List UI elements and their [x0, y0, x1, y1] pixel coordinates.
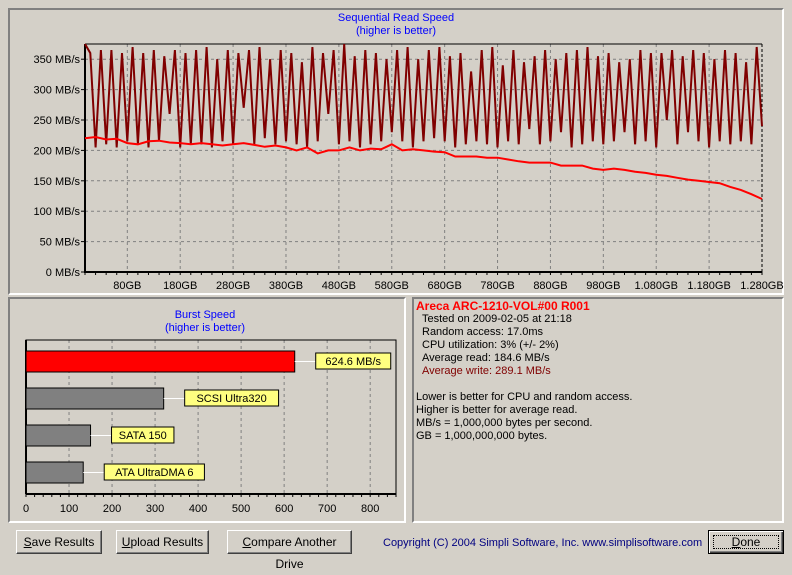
read-x-tick: 180GB: [163, 280, 197, 292]
random-access: Random access: 17.0ms: [422, 326, 544, 338]
burst-bar: [25, 461, 84, 484]
burst-chart-title-text: Burst Speed: [174, 309, 236, 321]
burst-speed-panel: [8, 297, 406, 523]
read-y-tick: 250 MB/s: [34, 115, 81, 127]
read-x-tick: 980GB: [586, 280, 620, 292]
compare-another-drive-button[interactable]: Compare Another Drive: [227, 530, 352, 571]
read-x-tick: 780GB: [480, 280, 514, 292]
upload-label: pload Results: [130, 535, 204, 549]
read-x-tick: 280GB: [216, 280, 250, 292]
average-write: Average write: 289.1 MB/s: [422, 365, 551, 377]
focus-rect: [713, 535, 779, 549]
burst-data-label-box: [184, 389, 280, 407]
read-y-tick: 50 MB/s: [40, 237, 81, 249]
save-label: ave Results: [31, 535, 95, 549]
read-x-tick: 580GB: [375, 280, 409, 292]
burst-data-label-box: [315, 352, 392, 370]
read-y-tick: 100 MB/s: [34, 206, 81, 218]
burst-x-tick: 700: [318, 503, 336, 515]
burst-data-label-box: [103, 463, 205, 481]
compare-label: ompare Another Drive: [251, 535, 337, 571]
read-chart-title-text: Sequential Read Speed: [337, 12, 455, 24]
read-y-tick: 150 MB/s: [34, 176, 81, 188]
cpu-utilization: CPU utilization: 3% (+/- 2%): [422, 339, 559, 351]
read-x-tick: 1.180GB: [687, 280, 730, 292]
burst-x-tick: 200: [103, 503, 121, 515]
burst-x-tick: 0: [23, 503, 29, 515]
copyright-text: Copyright (C) 2004 Simpli Software, Inc.…: [383, 537, 703, 549]
done-button[interactable]: Done: [708, 530, 784, 554]
upload-results-button[interactable]: Upload Results: [116, 530, 209, 554]
burst-data-label-box: [111, 426, 175, 444]
sequential-read-chart: 80GB 180GB 280GB 380GB 480GB 580GB 680GB 780GB 8…: [34, 43, 784, 292]
note-lower-better: Lower is better for CPU and random acces…: [416, 391, 633, 403]
save-results-button[interactable]: Save Results: [16, 530, 102, 554]
burst-x-tick: 400: [189, 503, 207, 515]
average-read: Average read: 184.6 MB/s: [422, 352, 550, 364]
read-y-tick: 350 MB/s: [34, 54, 81, 66]
done-accel: D: [731, 535, 741, 549]
read-x-tick: 480GB: [322, 280, 356, 292]
read-x-tick: 80GB: [113, 280, 141, 292]
read-y-tick: 0 MB/s: [46, 267, 81, 279]
drive-name: Areca ARC-1210-VOL#00 R001: [416, 299, 590, 313]
burst-bar: [25, 387, 165, 410]
burst-data-label: 624.6 MB/s: [325, 356, 381, 368]
note-higher-better: Higher is better for average read.: [416, 404, 578, 416]
drive-info: Areca ARC-1210-VOL#00 R001 Tested on 200…: [416, 300, 632, 443]
burst-chart-subtitle: (higher is better): [164, 322, 246, 334]
note-gb-definition: GB = 1,000,000,000 bytes.: [416, 430, 548, 442]
read-x-tick: 880GB: [533, 280, 567, 292]
burst-bar: [25, 424, 92, 447]
read-chart-title: Sequential Read Speed (higher is better): [300, 12, 492, 38]
burst-chart-title: Burst Speed (higher is better): [110, 309, 300, 335]
burst-x-tick: 600: [275, 503, 293, 515]
compare-accel: C: [242, 535, 252, 549]
read-chart-subtitle: (higher is better): [355, 25, 437, 37]
burst-speed-chart: 0 100 200 300 400 500 600 700 800 624.6 MB/s SCSI …: [23, 339, 397, 515]
sequential-read-panel: [8, 8, 784, 295]
save-accel: S: [23, 535, 32, 549]
drive-info-panel: [412, 297, 784, 523]
read-speed-line: [84, 135, 763, 200]
burst-x-tick: 100: [60, 503, 78, 515]
burst-data-label: SATA 150: [119, 430, 167, 442]
read-y-tick: 300 MB/s: [34, 85, 81, 97]
burst-data-label: SCSI Ultra320: [196, 393, 266, 405]
burst-x-tick: 500: [232, 503, 250, 515]
burst-x-tick: 300: [146, 503, 164, 515]
burst-bar: [25, 350, 296, 373]
note-mbs-definition: MB/s = 1,000,000 bytes per second.: [416, 417, 593, 429]
read-x-tick: 680GB: [428, 280, 462, 292]
read-x-tick: 380GB: [269, 280, 303, 292]
read-x-tick: 1.080GB: [635, 280, 678, 292]
read-x-tick: 1.280GB: [740, 280, 783, 292]
read-y-tick: 200 MB/s: [34, 145, 81, 157]
tested-on: Tested on 2009-02-05 at 21:18: [422, 313, 572, 325]
burst-data-label: ATA UltraDMA 6: [115, 467, 193, 479]
done-label: one: [740, 535, 761, 549]
burst-x-tick: 800: [361, 503, 379, 515]
upload-accel: U: [121, 535, 131, 549]
write-speed-line: [84, 43, 763, 148]
